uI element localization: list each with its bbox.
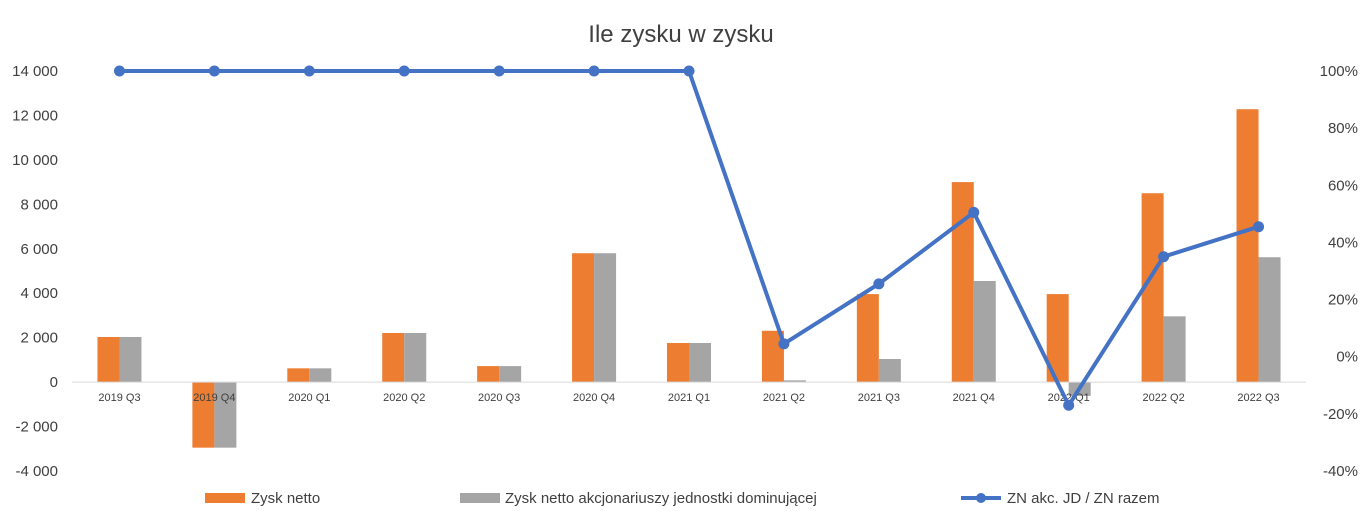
bar-zysk-netto [97,337,120,383]
left-axis-tick-label: 6 000 [20,241,58,258]
ratio-point [398,65,410,77]
ratio-point [113,65,125,77]
bar-zysk-netto [1046,294,1069,383]
legend-label-zysk-netto-akcjonariuszy: Zysk netto akcjonariuszy jednostki domin… [505,490,817,507]
bar-zysk-netto-akcjonariuszy [309,368,332,383]
right-axis-tick-label: 100% [1320,63,1358,80]
ratio-point [683,65,695,77]
legend-label-zysk-netto: Zysk netto [251,490,320,507]
bar-zysk-netto-akcjonariuszy [783,380,806,383]
bar-zysk-netto-akcjonariuszy [594,253,617,383]
right-axis-tick-label: 80% [1328,120,1358,137]
left-axis-tick-label: 10 000 [12,152,58,169]
ratio-point [1253,221,1265,233]
category-label: 2021 Q3 [858,392,900,404]
left-axis-tick-label: 12 000 [12,107,58,124]
bar-zysk-netto-akcjonariuszy [689,343,711,383]
bar-zysk-netto [192,382,215,448]
left-axis-tick-label: 4 000 [20,285,58,302]
bar-zysk-netto [951,182,974,383]
right-axis-tick-label: 20% [1328,292,1358,309]
legend-swatch-zysk-netto [205,493,245,503]
category-label: 2021 Q4 [953,392,995,404]
legend-marker-ratio [976,493,986,503]
left-axis-tick-label: 2 000 [20,330,58,347]
chart-title: Ile zysku w zysku [588,21,773,48]
bar-zysk-netto [1141,193,1164,383]
ratio-point [588,65,600,77]
ratio-point [303,65,315,77]
legend: Zysk netto Zysk netto akcjonariuszy jedn… [205,490,1160,507]
bar-zysk-netto [477,366,500,383]
ratio-point [208,65,220,77]
bar-zysk-netto [287,368,310,383]
right-axis-ticks: -40% -20% 0% 20% 40% 60% 80% 100% [1320,63,1358,480]
bar-zysk-netto-akcjonariuszy [214,382,237,448]
bar-zysk-netto-akcjonariuszy [119,337,142,383]
category-label: 2021 Q1 [668,392,710,404]
bar-zysk-netto [382,333,405,383]
ratio-point [493,65,505,77]
category-label: 2020 Q1 [288,392,330,404]
right-axis-tick-label: 60% [1328,177,1358,194]
category-label: 2020 Q2 [383,392,425,404]
bars-group [97,109,1281,448]
legend-label-ratio: ZN akc. JD / ZN razem [1007,490,1160,507]
bar-zysk-netto-akcjonariuszy [1258,257,1281,383]
ratio-point [1063,399,1075,411]
ratio-point [1158,251,1170,263]
legend-swatch-zysk-netto-akcjonariuszy [460,493,500,503]
bar-zysk-netto-akcjonariuszy [1163,316,1186,383]
bar-zysk-netto [667,343,689,383]
category-label: 2022 Q3 [1237,392,1279,404]
ratio-point [778,338,790,350]
left-axis-tick-label: 0 [50,374,58,391]
ratio-point [873,278,885,290]
left-axis-tick-label: -4 000 [15,463,58,480]
left-axis-ticks: -4 000 -2 000 0 2 000 4 000 6 000 8 000 10 000 1… [12,63,58,480]
category-label: 2019 Q3 [98,392,140,404]
left-axis-tick-label: 14 000 [12,63,58,80]
ratio-line-group [113,65,1265,411]
ratio-point [968,206,980,218]
bar-zysk-netto-akcjonariuszy [973,281,996,383]
bar-zysk-netto-akcjonariuszy [499,366,522,383]
bar-zysk-netto [761,330,784,383]
bar-zysk-netto [856,294,879,383]
left-axis-tick-label: 8 000 [20,196,58,213]
category-label: 2020 Q4 [573,392,615,404]
bar-zysk-netto [572,253,595,383]
right-axis-tick-label: 0% [1336,349,1358,366]
bar-zysk-netto-akcjonariuszy [404,333,427,383]
left-axis-tick-label: -2 000 [15,419,58,436]
right-axis-tick-label: -40% [1323,463,1358,480]
category-label: 2019 Q4 [193,392,235,404]
category-label: 2022 Q2 [1143,392,1185,404]
category-labels: 2019 Q3 2019 Q4 2020 Q1 2020 Q2 2020 Q3 2020 … [98,392,1279,404]
category-label: 2021 Q2 [763,392,805,404]
category-label: 2022 Q1 [1048,392,1090,404]
category-label: 2020 Q3 [478,392,520,404]
right-axis-tick-label: 40% [1328,234,1358,251]
bar-zysk-netto [1236,109,1259,383]
bar-zysk-netto-akcjonariuszy [878,359,901,383]
right-axis-tick-label: -20% [1323,406,1358,423]
